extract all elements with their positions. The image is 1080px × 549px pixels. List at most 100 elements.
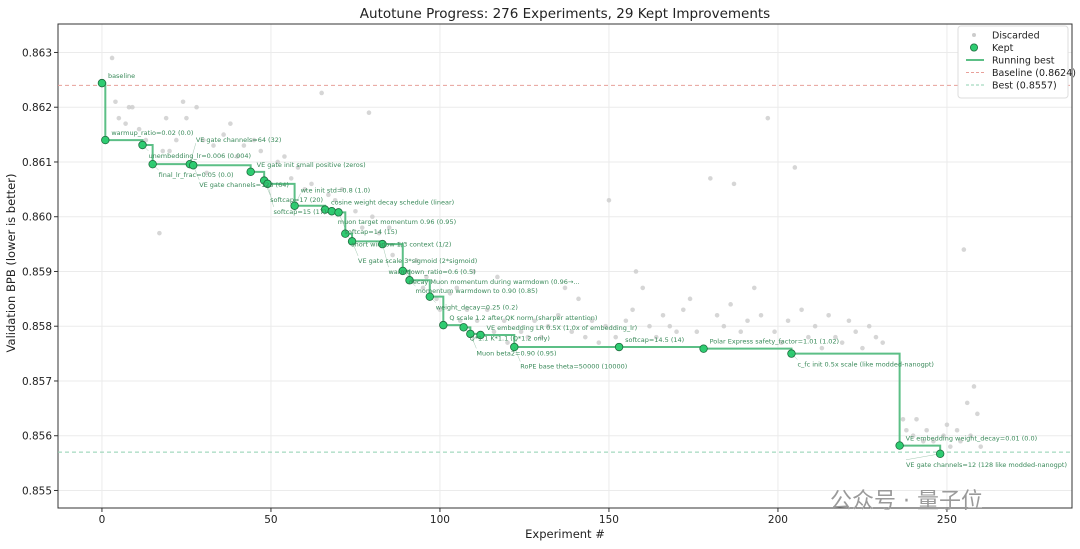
discarded-point — [201, 137, 206, 143]
discarded-point — [745, 318, 750, 324]
kept-point — [101, 135, 110, 145]
kept-annotation: wte init std=0.8 (1.0) — [301, 186, 371, 194]
discarded-point — [160, 148, 166, 154]
discarded-point — [582, 334, 588, 340]
discarded-point — [376, 230, 382, 236]
discarded-point — [904, 427, 909, 433]
discarded-point — [900, 417, 906, 422]
discarded-point — [738, 329, 744, 335]
discarded-point — [332, 197, 338, 203]
kept-annotation: weight_decay=0.25 (0.2) — [436, 304, 518, 312]
kept-point — [246, 167, 255, 177]
discarded-point — [758, 312, 764, 318]
discarded-point — [491, 329, 497, 335]
discarded-point — [157, 230, 162, 236]
discarded-point — [978, 444, 984, 449]
kept-annotation: cosine weight decay schedule (linear) — [331, 199, 454, 207]
y-tick-label: 0.859 — [22, 266, 52, 278]
discarded-point — [653, 334, 659, 340]
discarded-point — [833, 334, 838, 340]
discarded-point — [234, 154, 240, 159]
annotation-leader-line — [263, 180, 271, 196]
discarded-point — [295, 165, 301, 170]
kept-annotation: VE embedding weight_decay=0.01 (0.0) — [906, 435, 1038, 443]
y-tick-label: 0.860 — [22, 212, 52, 224]
kept-point — [895, 441, 904, 450]
kept-annotation: softcap=14 (15) — [345, 228, 398, 236]
discarded-point — [319, 90, 324, 96]
y-tick-label: 0.857 — [22, 376, 52, 388]
discarded-point — [968, 433, 973, 439]
discarded-point — [302, 187, 308, 192]
y-tick-label: 0.861 — [22, 157, 52, 169]
discarded-point — [647, 323, 652, 329]
annotation-leader-line — [338, 212, 345, 227]
kept-annotation: softcap=15 (17) — [274, 208, 327, 216]
discarded-point — [731, 181, 737, 187]
discarded-point — [785, 318, 791, 324]
kept-annotation: VE gate scale 3*sigmoid (2*sigmoid) — [358, 257, 477, 265]
legend-label: Baseline (0.8624) — [992, 68, 1076, 79]
discarded-point — [130, 104, 135, 110]
annotation-leader-line — [429, 296, 436, 303]
discarded-point — [910, 433, 916, 439]
discarded-point — [708, 176, 713, 181]
discarded-point — [180, 99, 186, 105]
discarded-point — [772, 329, 777, 335]
discarded-point — [779, 340, 784, 345]
kept-point — [97, 78, 107, 88]
discarded-point — [714, 312, 720, 318]
discarded-point — [505, 340, 510, 345]
discarded-point — [948, 444, 953, 449]
discarded-point — [931, 438, 936, 444]
discarded-point — [806, 334, 811, 340]
discarded-point — [434, 296, 439, 302]
kept-annotation: c_fc init 0.5x scale (like modded-nanogp… — [797, 361, 933, 369]
plot-frame — [57, 23, 1073, 509]
kept-annotation: warmdown_ratio=0.6 (0.5) — [388, 268, 475, 276]
discarded-point — [944, 422, 950, 428]
legend-label: Discarded — [992, 31, 1040, 42]
discarded-point — [339, 187, 345, 192]
x-tick-label: 100 — [430, 514, 450, 526]
kept-annotation: final_lr_frac=0.05 (0.0) — [159, 171, 234, 179]
kept-point — [614, 342, 624, 352]
discarded-point — [123, 121, 128, 126]
discarded-point — [640, 285, 646, 291]
kept-annotation: VE gate channels=128 (64) — [199, 181, 289, 189]
discarded-point — [873, 334, 879, 340]
discarded-point — [167, 148, 172, 154]
discarded-point — [211, 143, 216, 148]
discarded-point — [971, 384, 977, 389]
kept-annotation: warmup_ratio=0.02 (0.0) — [111, 129, 193, 137]
discarded-point — [576, 296, 581, 302]
discarded-point — [633, 269, 639, 274]
discarded-point — [694, 329, 700, 335]
discarded-point — [484, 307, 490, 313]
y-tick-label: 0.855 — [22, 485, 52, 497]
kept-annotation: softcap=17 (20) — [270, 196, 323, 204]
discarded-point — [495, 274, 500, 280]
annotation-leader-line — [905, 453, 941, 460]
discarded-point — [359, 225, 365, 230]
y-tick-label: 0.862 — [22, 102, 52, 114]
x-tick-label: 0 — [99, 514, 106, 526]
discarded-point — [390, 252, 395, 258]
discarded-point — [413, 258, 419, 263]
annotation-leader-line — [193, 165, 200, 180]
discarded-point — [613, 334, 618, 340]
discarded-point — [539, 334, 544, 340]
annotation-leader-line — [345, 233, 352, 240]
discarded-point — [309, 181, 314, 187]
discarded-point — [569, 329, 575, 335]
discarded-point — [353, 208, 358, 214]
discarded-point — [596, 340, 602, 345]
x-tick-label: 50 — [264, 514, 277, 526]
discarded-point — [623, 318, 629, 324]
discarded-point — [471, 269, 477, 274]
discarded-point — [464, 307, 470, 313]
annotation-leader-line — [514, 346, 521, 362]
discarded-point — [920, 438, 926, 444]
discarded-point — [765, 115, 771, 121]
